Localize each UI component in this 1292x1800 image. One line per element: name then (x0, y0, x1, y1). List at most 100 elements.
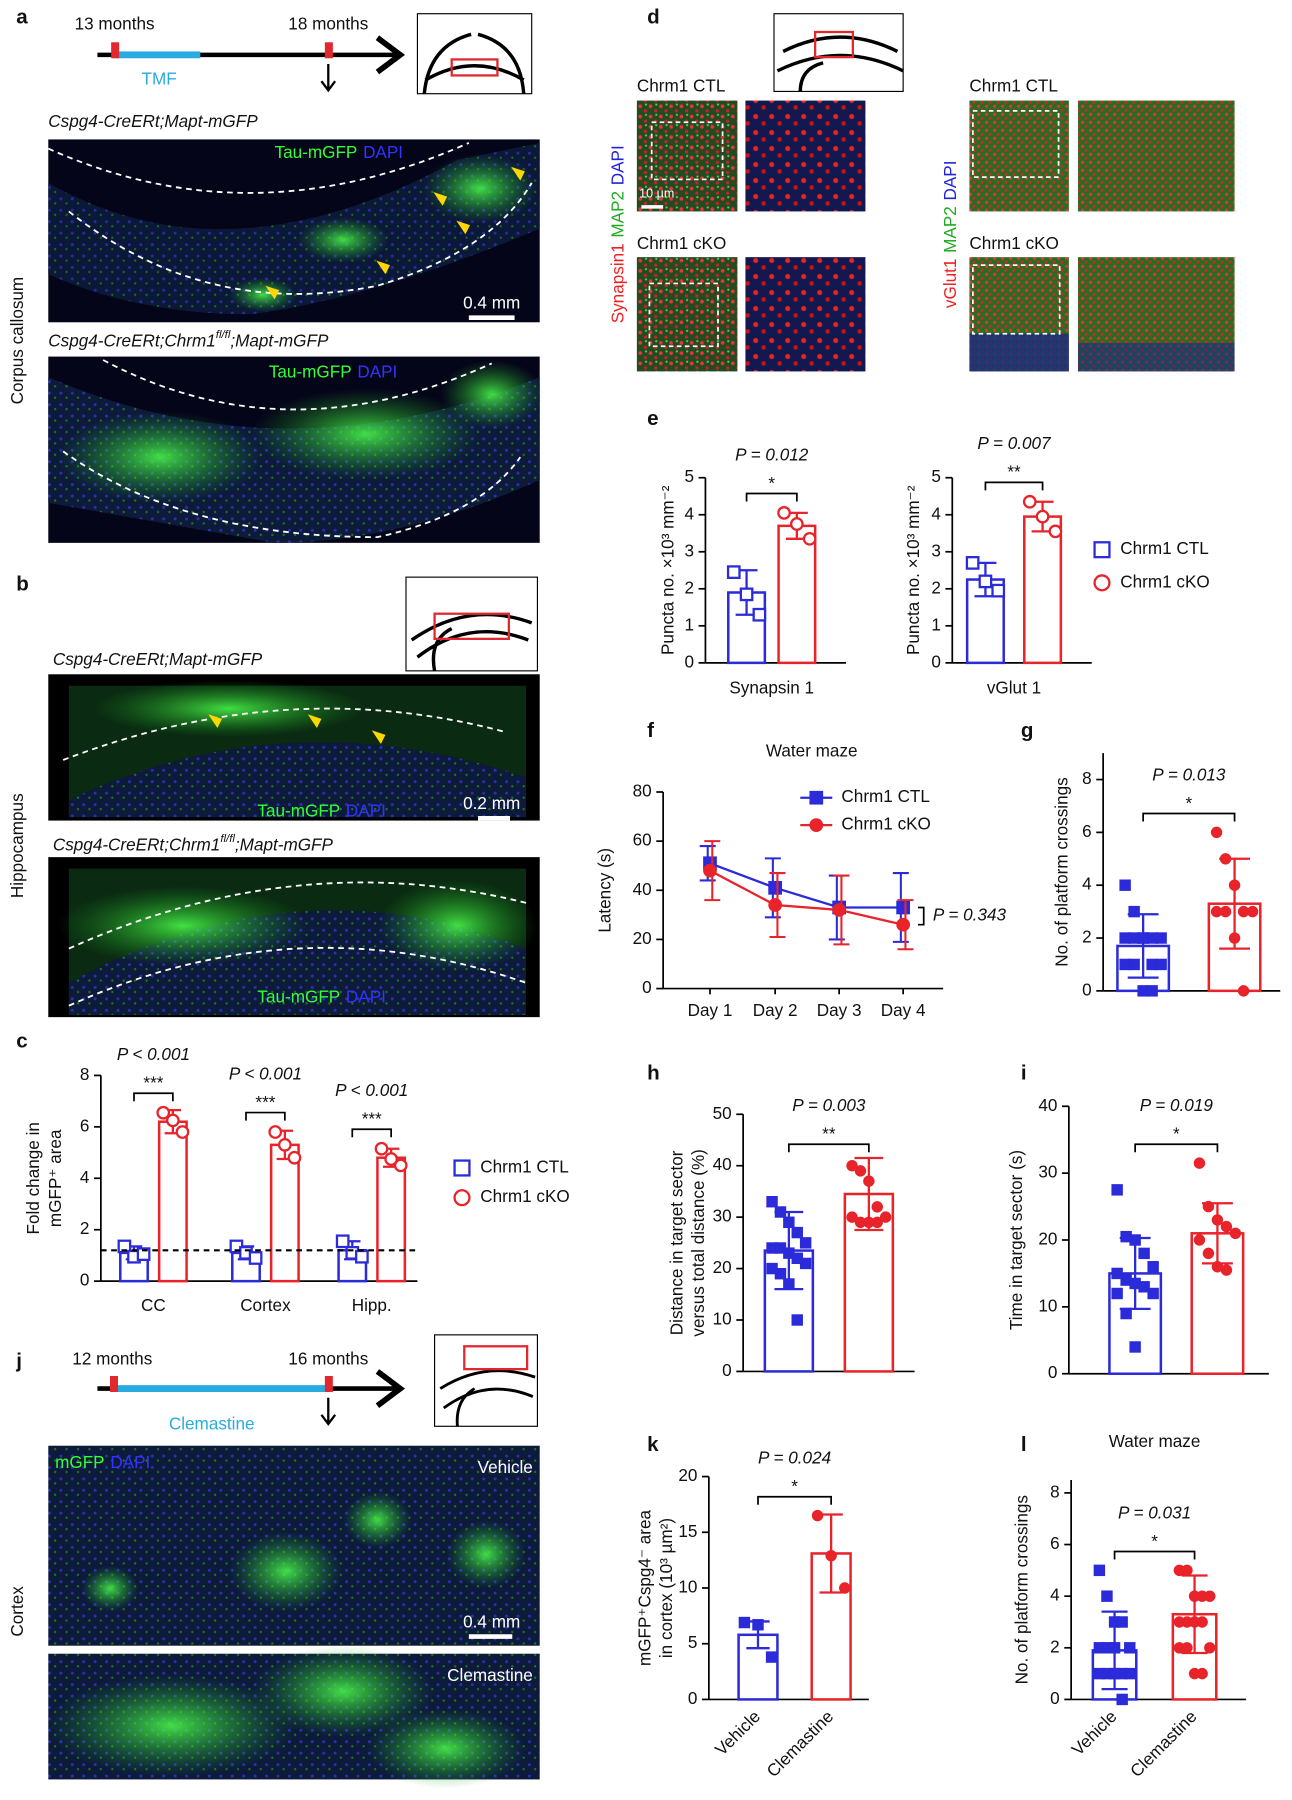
schematic-roi (463, 1345, 529, 1371)
data-point (1211, 1214, 1224, 1226)
data-point (1229, 1227, 1242, 1240)
y-tick-label: 40 (633, 879, 652, 899)
micrograph (969, 100, 1069, 212)
significance-stars: * (1151, 1531, 1158, 1551)
y-tick-label: 15 (678, 1521, 697, 1541)
data-point (768, 898, 782, 912)
legend-label: Chrm1 cKO (841, 814, 930, 834)
timeline-marker (110, 1376, 118, 1392)
significance-stars: * (1186, 793, 1193, 813)
p-value: P < 0.001 (117, 1044, 190, 1064)
data-point (863, 1175, 875, 1187)
significance-bracket (984, 481, 1044, 491)
legend-marker (453, 1159, 471, 1177)
stain: mGFP (55, 1451, 104, 1471)
y-axis-label: Puncta no. ×10³ mm⁻² (657, 485, 677, 655)
legend-label: Chrm1 cKO (480, 1186, 569, 1206)
p-value: P < 0.001 (335, 1080, 408, 1100)
significance-bracket (1113, 1550, 1196, 1560)
y-tick-label: 4 (684, 503, 694, 523)
zoom-box (972, 110, 1060, 178)
genotype-part: ;Mapt-mGFP (235, 834, 334, 854)
x-tick-label: Day 3 (817, 1000, 862, 1020)
signal (57, 885, 309, 966)
panel-letter: i (1021, 1062, 1027, 1085)
p-value: P = 0.003 (792, 1095, 866, 1115)
stain: DAPI (940, 161, 960, 201)
boundary (47, 142, 470, 194)
data-point (268, 1125, 283, 1139)
data-point (1237, 985, 1250, 997)
micrograph (636, 257, 738, 372)
data-point (1219, 853, 1232, 865)
data-point (1116, 1616, 1128, 1628)
data-point (791, 1226, 803, 1239)
y-tick-label: 40 (1038, 1095, 1057, 1115)
y-axis-label: Puncta no. ×10³ mm⁻² (903, 485, 923, 655)
data-point (136, 1247, 151, 1261)
p-value: P = 0.012 (735, 444, 809, 464)
y-tick-label: 0 (722, 1360, 732, 1380)
legend-label: Chrm1 CTL (841, 786, 930, 806)
stain: Synapsin1 (607, 243, 627, 323)
region-label: Corpus callosum (7, 277, 27, 405)
x-tick-label: Hipp. (352, 1295, 392, 1315)
y-tick-label: 0 (642, 977, 652, 997)
legend-marker (453, 1189, 471, 1207)
significance-bracket (351, 1128, 392, 1138)
data-point (1219, 905, 1232, 918)
chart-title: Water maze (1109, 1431, 1201, 1451)
y-tick-label: 10 (1038, 1295, 1057, 1315)
y-tick-label: 1 (931, 614, 941, 634)
data-point (278, 1138, 292, 1152)
stain-label: Tau-mGFP DAPI (257, 800, 385, 820)
micrograph: Tau-mGFP DAPI (48, 356, 544, 543)
y-tick-label: 20 (713, 1257, 732, 1277)
data-point (802, 531, 817, 546)
y-tick-label: 60 (633, 830, 652, 850)
stain: vGlut1 (940, 259, 960, 309)
micrograph (745, 100, 866, 212)
stain: DAPI (363, 142, 403, 162)
signal (228, 277, 298, 312)
x-tick-label: Day 2 (753, 1000, 798, 1020)
y-tick-label: 6 (1082, 821, 1092, 841)
data-point (811, 1509, 824, 1522)
line (709, 862, 904, 909)
panel-letter: f (647, 719, 654, 742)
stain: DAPI (346, 986, 386, 1006)
data-point (766, 1195, 778, 1208)
y-tick-label: 0 (1050, 1688, 1060, 1708)
bar (269, 1143, 300, 1283)
y-tick-label: 6 (80, 1115, 90, 1135)
y-tick-label: 8 (80, 1064, 90, 1084)
timeline-marker (324, 1376, 333, 1392)
timeline-label: 13 months (75, 14, 155, 34)
data-point (825, 1549, 837, 1562)
data-point (1202, 1200, 1215, 1213)
micrograph: Clemastine (46, 1645, 540, 1789)
significance-bracket (757, 1495, 832, 1505)
y-tick-label: 10 (713, 1309, 732, 1329)
data-point (965, 556, 980, 570)
data-point (335, 1234, 350, 1249)
data-point (1022, 494, 1037, 509)
data-point (1228, 932, 1241, 944)
boundary (102, 359, 493, 411)
y-tick-label: 5 (931, 466, 941, 486)
data-point (1193, 1234, 1206, 1246)
scale-label: 10 µm (639, 187, 674, 201)
y-tick-label: 0 (931, 651, 941, 671)
signal (366, 1708, 526, 1789)
data-point (1181, 1564, 1193, 1577)
signal (228, 1531, 344, 1612)
y-tick-label: 2 (931, 577, 941, 597)
line (709, 869, 904, 926)
micrograph (745, 257, 866, 372)
data-point (854, 1165, 867, 1177)
x-tick-label: Vehicle (711, 1706, 764, 1759)
significance-stars: ** (822, 1124, 836, 1144)
micrograph: mGFP DAPI Vehicle 0.4 mm (48, 1445, 540, 1646)
panel-letter: j (15, 1350, 22, 1373)
